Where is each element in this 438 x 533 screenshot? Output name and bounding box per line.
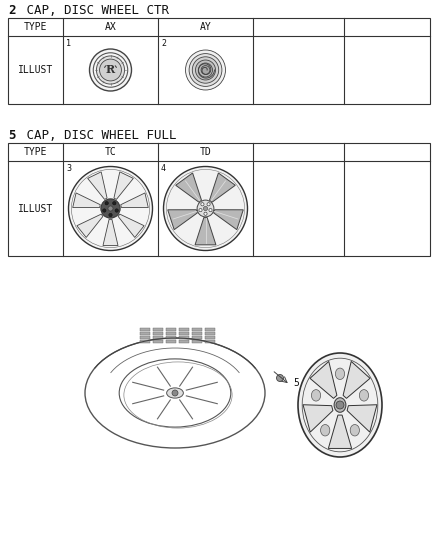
Bar xyxy=(179,332,189,335)
Text: 4: 4 xyxy=(161,164,166,173)
Text: CAP, DISC WHEEL FULL: CAP, DISC WHEEL FULL xyxy=(19,129,177,142)
Circle shape xyxy=(336,401,344,409)
Polygon shape xyxy=(176,173,201,202)
Ellipse shape xyxy=(334,398,346,413)
Bar xyxy=(140,336,150,339)
Bar xyxy=(8,143,430,256)
Circle shape xyxy=(101,199,120,218)
Polygon shape xyxy=(347,405,377,432)
Polygon shape xyxy=(214,210,243,230)
Circle shape xyxy=(209,208,212,212)
Bar xyxy=(166,332,176,335)
Bar xyxy=(179,340,189,343)
Text: AX: AX xyxy=(105,22,117,32)
Circle shape xyxy=(96,56,124,84)
Polygon shape xyxy=(310,361,337,398)
Circle shape xyxy=(99,59,121,81)
Text: 3: 3 xyxy=(66,164,71,173)
Text: CAP, DISC WHEEL CTR: CAP, DISC WHEEL CTR xyxy=(19,4,169,17)
Text: ILLUST: ILLUST xyxy=(18,65,53,75)
Text: R: R xyxy=(106,64,115,75)
Text: TC: TC xyxy=(105,147,117,157)
Polygon shape xyxy=(103,219,118,246)
Bar xyxy=(205,336,215,339)
Polygon shape xyxy=(328,415,352,448)
Circle shape xyxy=(108,206,113,211)
Bar xyxy=(166,340,176,343)
Bar xyxy=(140,340,150,343)
Circle shape xyxy=(102,209,106,212)
Circle shape xyxy=(207,203,210,206)
Circle shape xyxy=(201,203,204,206)
Bar xyxy=(192,328,202,331)
Circle shape xyxy=(105,201,108,205)
Circle shape xyxy=(198,63,212,77)
Circle shape xyxy=(109,213,112,217)
Bar xyxy=(192,340,202,343)
Circle shape xyxy=(113,201,116,205)
Bar xyxy=(179,336,189,339)
Bar xyxy=(205,332,215,335)
Ellipse shape xyxy=(359,390,369,401)
Circle shape xyxy=(89,49,131,91)
Bar xyxy=(140,328,150,331)
Text: 1: 1 xyxy=(66,39,71,48)
Bar xyxy=(166,328,176,331)
Ellipse shape xyxy=(276,375,283,382)
Ellipse shape xyxy=(311,390,321,401)
Circle shape xyxy=(115,209,118,212)
Polygon shape xyxy=(73,193,100,207)
Polygon shape xyxy=(209,173,235,202)
Circle shape xyxy=(172,390,178,396)
Bar xyxy=(205,328,215,331)
Bar xyxy=(153,336,163,339)
Bar xyxy=(179,328,189,331)
Ellipse shape xyxy=(298,353,382,457)
Bar xyxy=(192,336,202,339)
Circle shape xyxy=(203,206,208,211)
Ellipse shape xyxy=(166,388,184,398)
Text: TD: TD xyxy=(200,147,212,157)
Circle shape xyxy=(163,166,247,251)
Text: 2: 2 xyxy=(8,4,15,17)
Ellipse shape xyxy=(350,424,360,436)
Text: 5: 5 xyxy=(8,129,15,142)
Text: AY: AY xyxy=(200,22,212,32)
Text: 5: 5 xyxy=(293,378,299,388)
Polygon shape xyxy=(77,214,103,238)
Text: ILLUST: ILLUST xyxy=(18,204,53,214)
Circle shape xyxy=(192,57,219,83)
Text: TYPE: TYPE xyxy=(24,147,47,157)
Bar xyxy=(153,340,163,343)
Bar xyxy=(153,332,163,335)
Circle shape xyxy=(204,212,207,215)
Polygon shape xyxy=(118,214,144,238)
Polygon shape xyxy=(343,361,370,398)
Circle shape xyxy=(195,60,215,80)
Bar xyxy=(153,328,163,331)
Circle shape xyxy=(189,54,222,86)
Bar xyxy=(192,332,202,335)
Bar xyxy=(140,332,150,335)
Bar xyxy=(166,336,176,339)
Polygon shape xyxy=(114,172,133,199)
Polygon shape xyxy=(195,217,216,245)
Circle shape xyxy=(186,50,226,90)
Circle shape xyxy=(197,200,214,217)
Ellipse shape xyxy=(336,368,345,379)
Bar xyxy=(8,18,430,104)
Circle shape xyxy=(201,66,210,75)
Ellipse shape xyxy=(321,424,330,436)
Circle shape xyxy=(199,208,202,212)
Circle shape xyxy=(68,166,152,251)
Polygon shape xyxy=(168,210,198,230)
Polygon shape xyxy=(121,193,148,207)
Bar xyxy=(205,340,215,343)
Polygon shape xyxy=(303,405,333,432)
Text: TYPE: TYPE xyxy=(24,22,47,32)
Polygon shape xyxy=(88,172,107,199)
Text: 2: 2 xyxy=(161,39,166,48)
